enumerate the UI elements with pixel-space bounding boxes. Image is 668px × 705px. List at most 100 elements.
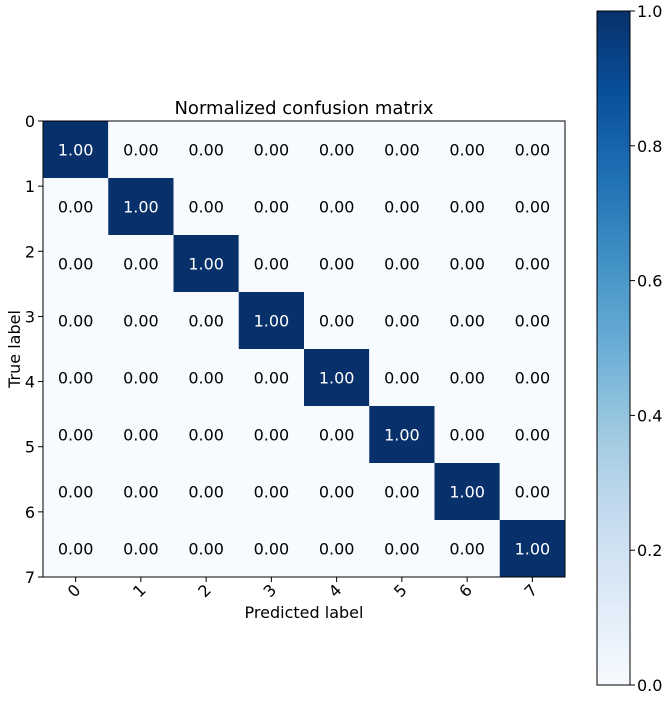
heatmap-cell (238, 406, 304, 463)
heatmap-cell (304, 349, 370, 406)
heatmap-cell (499, 235, 565, 292)
heatmap-cell (434, 178, 500, 235)
y-tick-label: 6 (25, 503, 35, 522)
x-tick-label: 2 (194, 580, 215, 601)
heatmap-cell (499, 121, 565, 178)
cell-value-label: 0.00 (58, 255, 94, 274)
heatmap-cell (304, 292, 370, 349)
plot-frame (42, 120, 566, 578)
heatmap-cell (108, 178, 174, 235)
y-axis-ticks: 0 1 2 3 4 5 6 7 (25, 112, 43, 587)
cell-value-label: 0.00 (319, 141, 355, 160)
cell-value-label: 0.00 (58, 483, 94, 502)
heatmap-cell (304, 121, 370, 178)
cell-value-label: 0.00 (123, 369, 159, 388)
cell-value-label: 0.00 (188, 312, 224, 331)
cell-value-label: 0.00 (254, 198, 290, 217)
heatmap-cell (173, 235, 239, 292)
heatmap-cell (304, 463, 370, 520)
y-tick-label: 7 (25, 568, 35, 587)
heatmap-cell (434, 235, 500, 292)
heatmap-cell (173, 349, 239, 406)
y-axis-label: True label (5, 310, 24, 389)
cell-value-label: 0.00 (254, 540, 290, 559)
cell-value-label: 0.00 (449, 312, 485, 331)
cell-value-label: 0.00 (254, 141, 290, 160)
cell-value-label: 0.00 (384, 312, 420, 331)
heatmap-cell (499, 463, 565, 520)
cell-value-label: 0.00 (515, 369, 551, 388)
cell-value-label: 0.00 (123, 312, 159, 331)
heatmap-cells (43, 121, 565, 577)
cell-value-label: 1.00 (254, 312, 290, 331)
colorbar-tick-label: 1.0 (637, 2, 662, 21)
cell-value-label: 1.00 (449, 483, 485, 502)
cell-value-label: 0.00 (319, 426, 355, 445)
cell-value-label: 0.00 (188, 198, 224, 217)
heatmap-cell (43, 121, 109, 178)
heatmap-cell (369, 463, 435, 520)
cell-value-label: 0.00 (319, 312, 355, 331)
cell-value-labels: 1.00 0.00 0.00 0.00 0.00 0.00 0.00 0.00 0.00 1.00… (58, 141, 550, 559)
cell-value-label: 0.00 (449, 198, 485, 217)
cell-value-label: 1.00 (515, 540, 551, 559)
colorbar-ticks: 0.0 0.2 0.4 0.6 0.8 1.0 (630, 2, 662, 695)
heatmap-cell (434, 463, 500, 520)
heatmap-cell (499, 292, 565, 349)
heatmap-cell (434, 349, 500, 406)
colorbar-tick-label: 0.4 (637, 406, 662, 425)
colorbar-tick-label: 0.0 (637, 676, 662, 695)
heatmap-cell (43, 349, 109, 406)
heatmap-cell (369, 292, 435, 349)
cell-value-label: 1.00 (384, 426, 420, 445)
cell-value-label: 0.00 (515, 141, 551, 160)
heatmap-cell (434, 121, 500, 178)
heatmap-cell (304, 520, 370, 577)
cell-value-label: 0.00 (188, 483, 224, 502)
cell-value-label: 1.00 (58, 141, 94, 160)
y-tick-label: 1 (25, 177, 35, 196)
cell-value-label: 1.00 (319, 369, 355, 388)
cell-value-label: 0.00 (449, 426, 485, 445)
cell-value-label: 0.00 (123, 426, 159, 445)
heatmap-cell (173, 463, 239, 520)
cell-value-label: 1.00 (123, 198, 159, 217)
cell-value-label: 0.00 (384, 255, 420, 274)
colorbar-tick-label: 0.6 (637, 272, 662, 291)
cell-value-label: 0.00 (449, 141, 485, 160)
heatmap-cell (499, 349, 565, 406)
cell-value-label: 0.00 (58, 369, 94, 388)
x-tick-label: 3 (260, 580, 281, 601)
cell-value-label: 0.00 (449, 540, 485, 559)
colorbar-tick-label: 0.2 (637, 541, 662, 560)
cell-value-label: 0.00 (515, 426, 551, 445)
heatmap-cell (304, 235, 370, 292)
heatmap-cell (499, 406, 565, 463)
cell-value-label: 0.00 (319, 540, 355, 559)
cell-value-label: 0.00 (123, 255, 159, 274)
y-tick-label: 5 (25, 438, 35, 457)
cell-value-label: 0.00 (384, 369, 420, 388)
heatmap-cell (108, 121, 174, 178)
heatmap-cell (43, 235, 109, 292)
heatmap-cell (499, 178, 565, 235)
x-axis-label: Predicted label (245, 603, 364, 622)
heatmap-cell (434, 406, 500, 463)
cell-value-label: 0.00 (515, 312, 551, 331)
heatmap-cell (108, 463, 174, 520)
cell-value-label: 0.00 (123, 483, 159, 502)
heatmap-cell (369, 520, 435, 577)
heatmap-cell (369, 406, 435, 463)
cell-value-label: 0.00 (254, 426, 290, 445)
y-tick-label: 0 (25, 112, 35, 131)
cell-value-label: 0.00 (188, 141, 224, 160)
heatmap-cell (304, 178, 370, 235)
heatmap-cell (369, 235, 435, 292)
chart-title: Normalized confusion matrix (174, 98, 433, 119)
heatmap-cell (304, 406, 370, 463)
heatmap-cell (238, 349, 304, 406)
x-tick-label: 1 (129, 580, 150, 601)
heatmap-cell (369, 349, 435, 406)
heatmap-cell (43, 178, 109, 235)
